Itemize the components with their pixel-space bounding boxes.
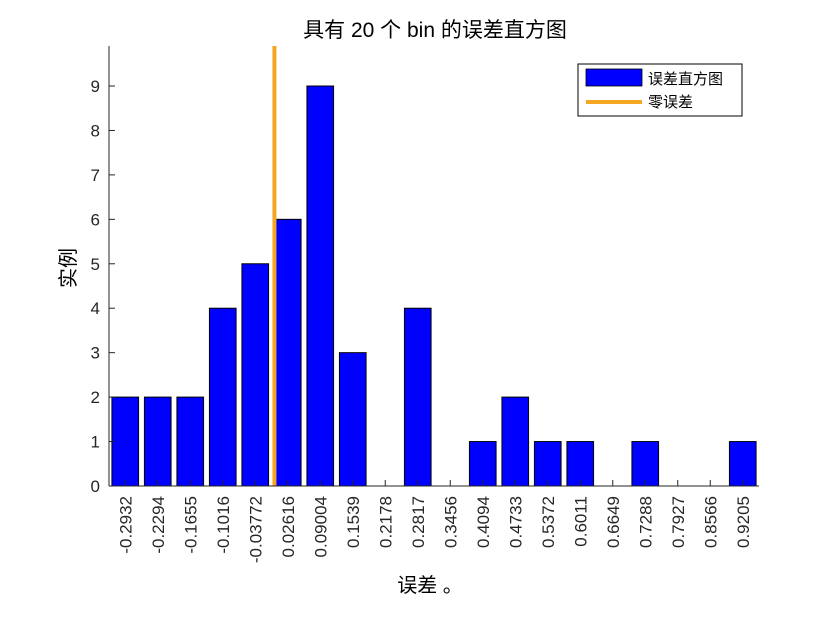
- bars-group: [111, 85, 757, 487]
- legend-swatch-histogram: [585, 68, 643, 87]
- bar-6: [306, 85, 335, 487]
- y-tick-label-9: 9: [91, 77, 100, 96]
- x-tick-label-2: -0.1655: [181, 496, 200, 554]
- y-tick-label-4: 4: [91, 299, 100, 318]
- bar-11: [468, 441, 497, 487]
- bar-9: [403, 307, 432, 487]
- x-tick-label-7: 0.1539: [344, 496, 363, 548]
- x-axis-label: 误差 。: [397, 574, 463, 597]
- y-tick-label-8: 8: [91, 121, 100, 140]
- x-tick-label-18: 0.8566: [701, 496, 720, 548]
- bar-19: [728, 441, 757, 487]
- legend-label-zero-error: 零误差: [648, 94, 693, 111]
- bar-16: [631, 441, 660, 487]
- x-tick-label-6: 0.09004: [311, 496, 330, 557]
- y-tick-label-0: 0: [91, 477, 100, 496]
- x-tick-label-14: 0.6011: [571, 496, 590, 547]
- x-tick-label-15: 0.6649: [604, 496, 623, 548]
- y-tick-label-3: 3: [91, 344, 100, 363]
- y-tick-label-7: 7: [91, 166, 100, 185]
- bar-14: [566, 441, 595, 487]
- x-tick-label-13: 0.5372: [539, 496, 558, 548]
- legend: 误差直方图 零误差: [577, 63, 743, 117]
- y-tick-label-2: 2: [91, 388, 100, 407]
- y-axis-label: 实例: [57, 248, 80, 288]
- bar-0: [111, 396, 140, 487]
- bar-4: [241, 263, 270, 487]
- x-tick-label-9: 0.2817: [409, 496, 428, 548]
- bar-2: [176, 396, 205, 487]
- bar-5: [273, 218, 302, 487]
- x-tick-label-10: 0.3456: [441, 496, 460, 548]
- bar-13: [533, 441, 562, 487]
- x-tick-label-12: 0.4733: [506, 496, 525, 548]
- x-tick-label-3: -0.1016: [214, 496, 233, 554]
- y-tick-label-5: 5: [91, 255, 100, 274]
- x-tick-label-1: -0.2294: [149, 496, 168, 554]
- bar-3: [208, 307, 237, 487]
- x-tick-label-8: 0.2178: [376, 496, 395, 548]
- x-tick-label-5: 0.02616: [279, 496, 298, 557]
- x-ticks-group: -0.2932 -0.2294 -0.1655 -0.1016 -0.03772 0.02…: [116, 480, 753, 563]
- bar-1: [143, 396, 172, 487]
- x-tick-label-16: 0.7288: [636, 496, 655, 548]
- plot-area: 0 1 2 3 4 5 6 7 8 9 -0.2932 -0.2294 -0.1655 -0.1016-…: [91, 46, 759, 563]
- axes-group: [108, 46, 759, 487]
- x-tick-label-4: -0.03772: [246, 496, 265, 563]
- bar-12: [501, 396, 530, 487]
- x-tick-label-19: 0.9205: [734, 496, 753, 548]
- x-tick-label-0: -0.2932: [116, 496, 135, 554]
- y-ticks-group: 0 1 2 3 4 5 6 7 8 9: [91, 77, 115, 496]
- y-tick-label-6: 6: [91, 210, 100, 229]
- bar-7: [338, 352, 367, 487]
- chart-title: 具有 20 个 bin 的误差直方图: [303, 19, 567, 42]
- y-tick-label-1: 1: [91, 433, 100, 452]
- x-tick-label-17: 0.7927: [669, 496, 688, 548]
- legend-label-histogram: 误差直方图: [648, 71, 723, 88]
- x-tick-label-11: 0.4094: [474, 496, 493, 548]
